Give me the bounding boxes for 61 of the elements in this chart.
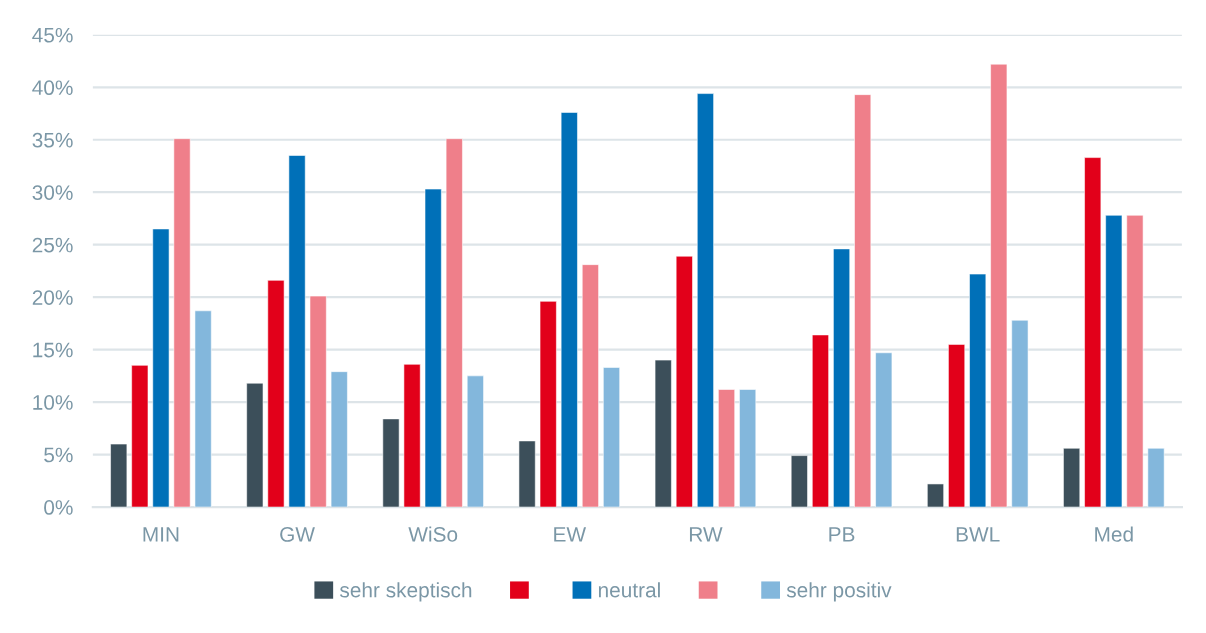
bar <box>1126 215 1144 508</box>
y-tick-label: 10% <box>33 395 73 410</box>
bar <box>194 310 212 508</box>
bar <box>518 440 536 508</box>
bar <box>246 382 264 508</box>
bar <box>560 112 578 508</box>
y-tick-label: 20% <box>32 290 73 305</box>
bar <box>131 365 149 508</box>
legend-label: sehr positiv <box>786 582 892 602</box>
bar <box>718 389 735 508</box>
legend-label: neutral <box>598 582 660 598</box>
bar <box>539 301 557 508</box>
legend-label: sehr skeptisch <box>339 582 472 602</box>
bar <box>739 389 757 508</box>
bar <box>969 273 987 508</box>
bar <box>403 364 421 508</box>
bar <box>1147 447 1165 508</box>
bar <box>927 483 944 508</box>
bar <box>152 228 170 508</box>
bar <box>330 371 348 508</box>
bar <box>309 295 327 508</box>
y-tick-label: 40% <box>32 80 73 96</box>
y-tick-label: 0% <box>44 500 73 515</box>
bar <box>288 155 306 508</box>
bar <box>948 344 966 508</box>
bar <box>1063 447 1081 508</box>
x-tick-label: RW <box>689 527 723 542</box>
bar <box>110 443 128 508</box>
bar <box>1105 215 1123 508</box>
bar <box>382 418 400 508</box>
x-tick-label: BWL <box>956 527 1000 542</box>
bar <box>1011 319 1029 508</box>
bar <box>603 367 620 508</box>
bar <box>675 255 693 508</box>
x-tick-label: EW <box>554 527 587 542</box>
bar <box>696 93 714 508</box>
x-tick-label: MIN <box>143 527 179 542</box>
bar <box>875 352 893 508</box>
bar <box>812 334 829 508</box>
y-tick-label: 35% <box>32 132 73 148</box>
bar <box>654 359 672 508</box>
y-tick-label: 30% <box>32 185 73 200</box>
y-tick-label: 5% <box>44 447 73 463</box>
bar <box>424 188 442 508</box>
bar <box>173 138 191 508</box>
x-tick-label: WiSo <box>408 526 458 542</box>
bar <box>466 375 484 508</box>
bar <box>581 264 599 508</box>
x-tick-label: GW <box>280 527 315 542</box>
bar <box>833 248 851 508</box>
bar <box>854 94 872 508</box>
bar <box>990 63 1008 508</box>
y-tick-label: 25% <box>32 237 73 253</box>
bar <box>1084 157 1102 508</box>
bar <box>445 138 463 508</box>
bar <box>790 455 808 508</box>
y-tick-label: 15% <box>33 342 73 358</box>
bar <box>267 280 285 508</box>
x-tick-label: PB <box>829 527 855 542</box>
y-tick-label: 45% <box>32 27 73 43</box>
x-tick-label: Med <box>1095 526 1133 542</box>
